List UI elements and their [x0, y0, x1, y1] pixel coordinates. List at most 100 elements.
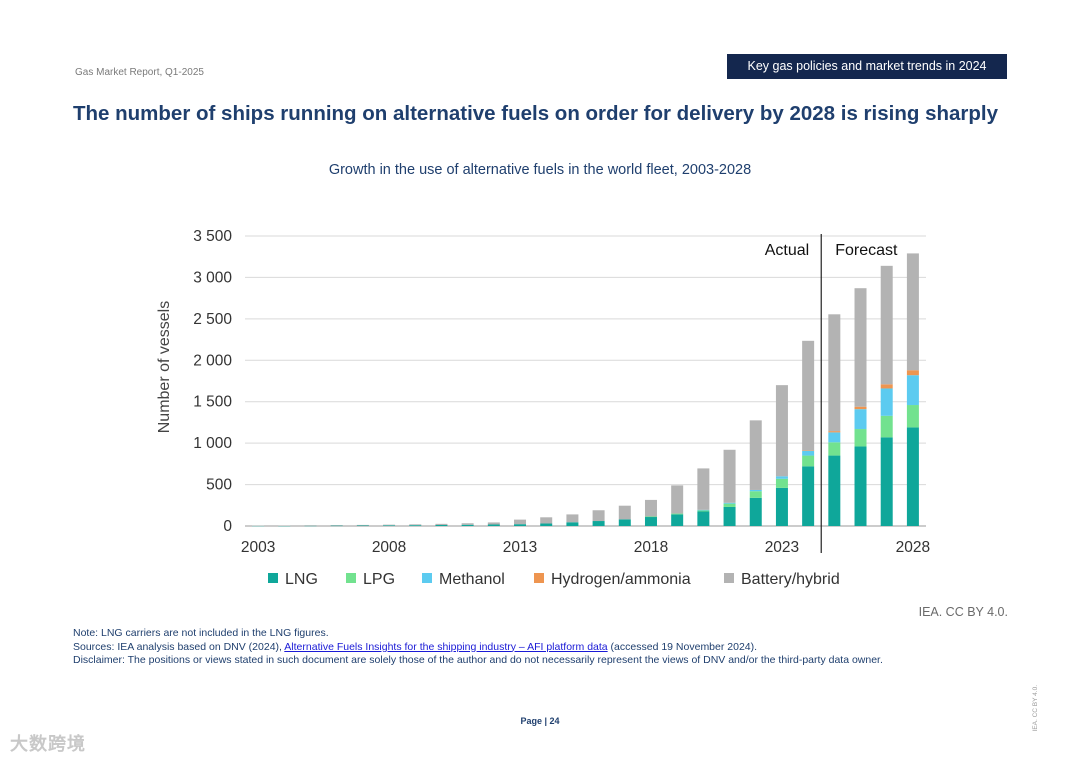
bar-lpg-2024: [802, 455, 815, 467]
bar-battery-hybrid-2014: [540, 517, 553, 524]
bar-lpg-2026: [854, 429, 867, 447]
bar-hydrogen-ammonia-2024: [802, 450, 815, 451]
legend-label: Battery/hybrid: [741, 571, 840, 588]
bar-lng-2019: [671, 514, 684, 526]
page-title: The number of ships running on alternati…: [73, 102, 998, 125]
x-tick-label: 2023: [765, 539, 799, 556]
attribution: IEA. CC BY 4.0.: [918, 605, 1008, 619]
legend-swatch: [346, 573, 356, 583]
legend-swatch: [724, 573, 734, 583]
bar-battery-hybrid-2013: [514, 519, 527, 525]
bar-battery-hybrid-2005: [304, 525, 317, 526]
sources-link[interactable]: Alternative Fuels Insights for the shipp…: [284, 640, 608, 653]
bar-lng-2025: [828, 455, 841, 526]
bar-lpg-2021: [723, 503, 736, 507]
bar-lpg-2018: [644, 516, 657, 518]
x-tick-label: 2003: [241, 539, 275, 556]
bar-methanol-2027: [880, 388, 893, 416]
notes-block: Note: LNG carriers are not included in t…: [73, 627, 883, 668]
bar-lng-2017: [618, 519, 631, 526]
bar-battery-hybrid-2016: [592, 510, 605, 522]
bar-lng-2028: [906, 427, 919, 526]
y-tick-label: 1 000: [193, 435, 232, 452]
bar-lpg-2023: [775, 478, 788, 488]
bar-battery-hybrid-2020: [697, 468, 710, 510]
y-tick-label: 3 500: [193, 228, 232, 245]
bar-methanol-2021: [723, 502, 736, 504]
bar-lpg-2025: [828, 442, 841, 456]
chart-title: Growth in the use of alternative fuels i…: [328, 162, 752, 178]
bar-methanol-2024: [802, 450, 815, 456]
bar-battery-hybrid-2021: [723, 449, 736, 503]
bar-hydrogen-ammonia-2028: [906, 370, 919, 376]
bar-lng-2007: [356, 525, 369, 527]
bar-lng-2020: [697, 511, 710, 526]
bar-battery-hybrid-2006: [330, 525, 343, 526]
bar-lng-2011: [461, 524, 474, 526]
bar-lng-2023: [775, 487, 788, 526]
bar-methanol-2022: [749, 489, 762, 492]
actual-label: Actual: [765, 242, 809, 259]
bar-battery-hybrid-2019: [671, 485, 684, 514]
sources-suffix: (accessed 19 November 2024).: [607, 640, 758, 653]
x-tick-label: 2028: [896, 539, 930, 556]
legend-swatch: [534, 573, 544, 583]
bar-battery-hybrid-2022: [749, 420, 762, 490]
bar-lng-2027: [880, 437, 893, 526]
bar-battery-hybrid-2028: [906, 253, 919, 371]
bar-lng-2013: [514, 524, 527, 526]
bar-hydrogen-ammonia-2026: [854, 406, 867, 410]
bar-battery-hybrid-2004: [278, 525, 291, 527]
x-tick-label: 2013: [503, 539, 537, 556]
watermark-logo: 大数跨境: [10, 734, 86, 754]
sources-prefix: Sources: IEA analysis based on DNV (2024…: [73, 640, 285, 653]
bar-lng-2009: [409, 525, 422, 526]
bar-lpg-2022: [749, 491, 762, 498]
bar-lng-2016: [592, 521, 605, 526]
bar-battery-hybrid-2010: [435, 523, 448, 526]
bar-lng-2022: [749, 497, 762, 526]
bar-lng-2010: [435, 525, 448, 526]
bar-battery-hybrid-2026: [854, 288, 867, 407]
y-tick-label: 500: [206, 477, 232, 494]
page-number: Page | 24: [520, 716, 560, 726]
bar-methanol-2026: [854, 409, 867, 430]
y-tick-label: 2 000: [193, 352, 232, 369]
bar-lng-2024: [802, 466, 815, 526]
y-axis-label: Number of vessels: [156, 301, 173, 434]
y-tick-label: 2 500: [193, 311, 232, 328]
bar-battery-hybrid-2008: [383, 524, 396, 526]
sources-text: Sources: IEA analysis based on DNV (2024…: [73, 641, 883, 655]
bar-hydrogen-ammonia-2027: [880, 384, 893, 389]
bar-lpg-2028: [906, 405, 919, 428]
bar-lpg-2027: [880, 415, 893, 438]
bar-lng-2005: [304, 525, 317, 527]
bar-battery-hybrid-2003: [252, 525, 265, 527]
x-tick-label: 2008: [372, 539, 406, 556]
bar-battery-hybrid-2009: [409, 524, 422, 526]
bar-battery-hybrid-2012: [487, 522, 500, 525]
bar-methanol-2023: [775, 476, 788, 479]
bar-battery-hybrid-2018: [644, 499, 657, 517]
y-tick-label: 1 500: [193, 394, 232, 411]
legend-label: Methanol: [439, 571, 505, 588]
disclaimer-text: Disclaimer: The positions or views state…: [73, 654, 883, 666]
bar-methanol-2020: [697, 509, 710, 511]
report-name: Gas Market Report, Q1-2025: [75, 67, 204, 78]
bar-battery-hybrid-2027: [880, 265, 893, 385]
legend-label: LPG: [363, 571, 395, 588]
bar-lpg-2020: [697, 510, 710, 512]
bar-lpg-2019: [671, 513, 684, 515]
legend-swatch: [422, 573, 432, 583]
legend-swatch: [268, 573, 278, 583]
bar-battery-hybrid-2011: [461, 523, 474, 525]
bar-methanol-2025: [828, 432, 841, 443]
legend-label: Hydrogen/ammonia: [551, 571, 691, 588]
bar-battery-hybrid-2024: [802, 340, 815, 451]
y-tick-label: 0: [223, 518, 232, 535]
bar-lng-2012: [487, 524, 500, 526]
bar-lng-2021: [723, 506, 736, 526]
bar-lng-2015: [566, 522, 579, 526]
bar-lng-2006: [330, 525, 343, 527]
